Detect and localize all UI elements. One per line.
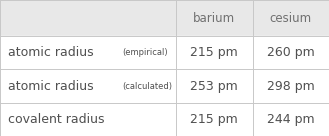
Bar [0,69,329,103]
Bar [0,36,329,69]
Text: covalent radius: covalent radius [8,113,105,126]
Text: 298 pm: 298 pm [267,80,315,92]
Bar [0,103,329,136]
Text: atomic radius: atomic radius [8,46,94,59]
Text: barium: barium [193,12,236,24]
Text: cesium: cesium [270,12,312,24]
Text: 215 pm: 215 pm [190,113,238,126]
Text: (calculated): (calculated) [123,81,173,91]
Text: 244 pm: 244 pm [267,113,315,126]
Text: atomic radius: atomic radius [8,80,94,92]
Text: 253 pm: 253 pm [190,80,238,92]
Text: 215 pm: 215 pm [190,46,238,59]
Text: (empirical): (empirical) [123,48,168,57]
Bar [0,0,329,36]
Text: 260 pm: 260 pm [267,46,315,59]
